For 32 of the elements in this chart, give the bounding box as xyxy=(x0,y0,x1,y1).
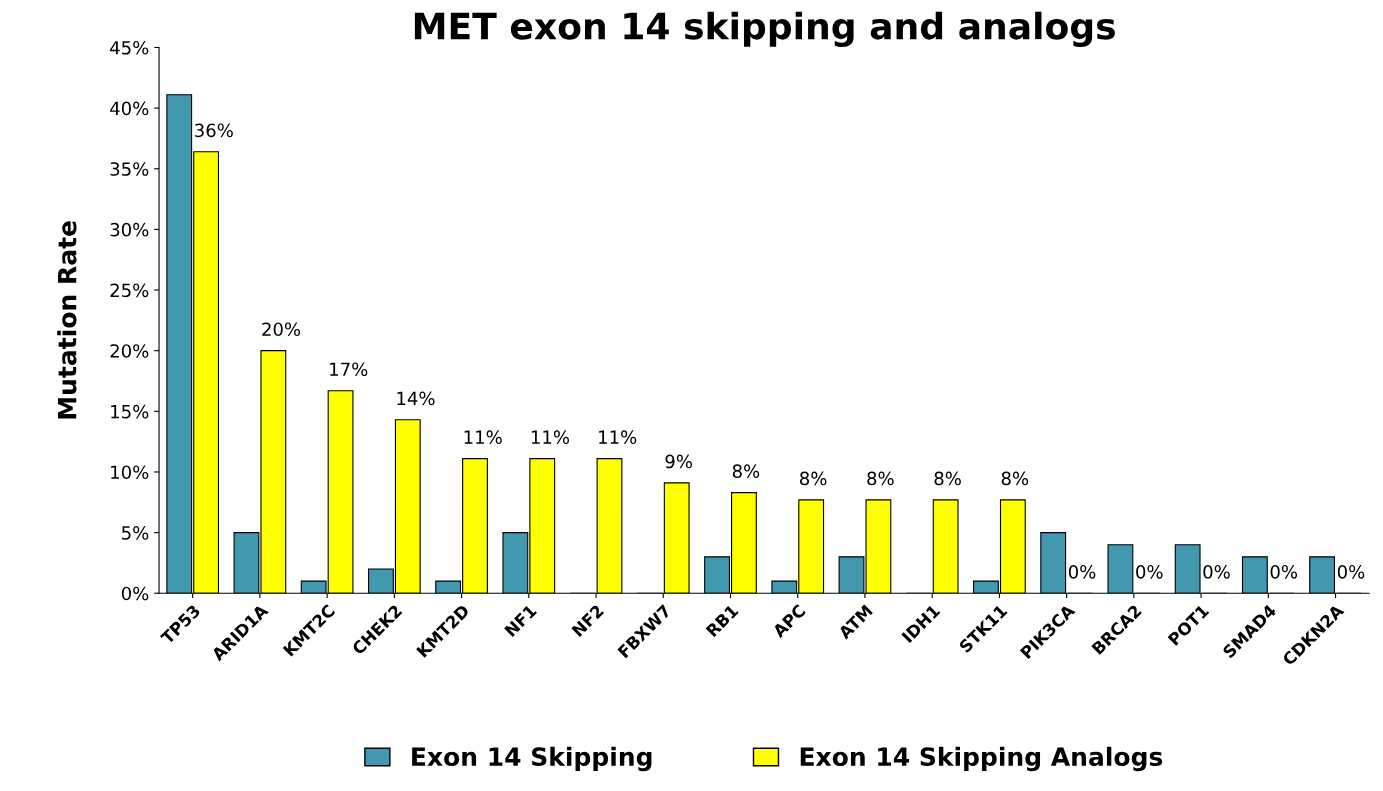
data-label: 36% xyxy=(195,123,233,138)
data-label: 17% xyxy=(330,362,368,377)
legend-label: Exon 14 Skipping Analogs xyxy=(800,746,1163,772)
data-label: 0% xyxy=(1203,564,1230,579)
data-label: 8% xyxy=(867,471,894,486)
y-tick-label: 25% xyxy=(110,283,149,298)
y-tick-label: 30% xyxy=(110,222,149,237)
y-tick-label: 15% xyxy=(111,404,149,419)
y-tick-label: 10% xyxy=(111,465,149,480)
data-label: 0% xyxy=(1068,564,1096,579)
y-tick-label: 5% xyxy=(122,526,149,540)
data-label: 8% xyxy=(1001,471,1029,486)
data-label: 0% xyxy=(1136,564,1163,579)
data-label: 8% xyxy=(732,464,760,478)
data-label: 14% xyxy=(397,391,435,406)
y-tick-label: 45% xyxy=(110,40,149,55)
y-axis-title: Mutation Rate xyxy=(57,221,77,419)
data-label: 0% xyxy=(1270,564,1298,579)
data-label: 0% xyxy=(1337,564,1365,579)
y-tick-label: 40% xyxy=(110,101,149,116)
y-tick-label: 0% xyxy=(121,586,149,601)
data-label: 8% xyxy=(934,471,961,486)
y-tick-label: 20% xyxy=(110,344,149,358)
data-label: 11% xyxy=(464,430,502,445)
chart-title: MET exon 14 skipping and analogs xyxy=(414,11,1115,47)
data-label: 11% xyxy=(531,430,570,445)
y-tick-label: 35% xyxy=(110,162,149,176)
data-label: 11% xyxy=(599,430,637,445)
data-label: 20% xyxy=(262,322,301,337)
data-label: 8% xyxy=(800,471,827,486)
legend-label: Exon 14 Skipping xyxy=(412,746,652,772)
data-label: 9% xyxy=(665,454,692,469)
